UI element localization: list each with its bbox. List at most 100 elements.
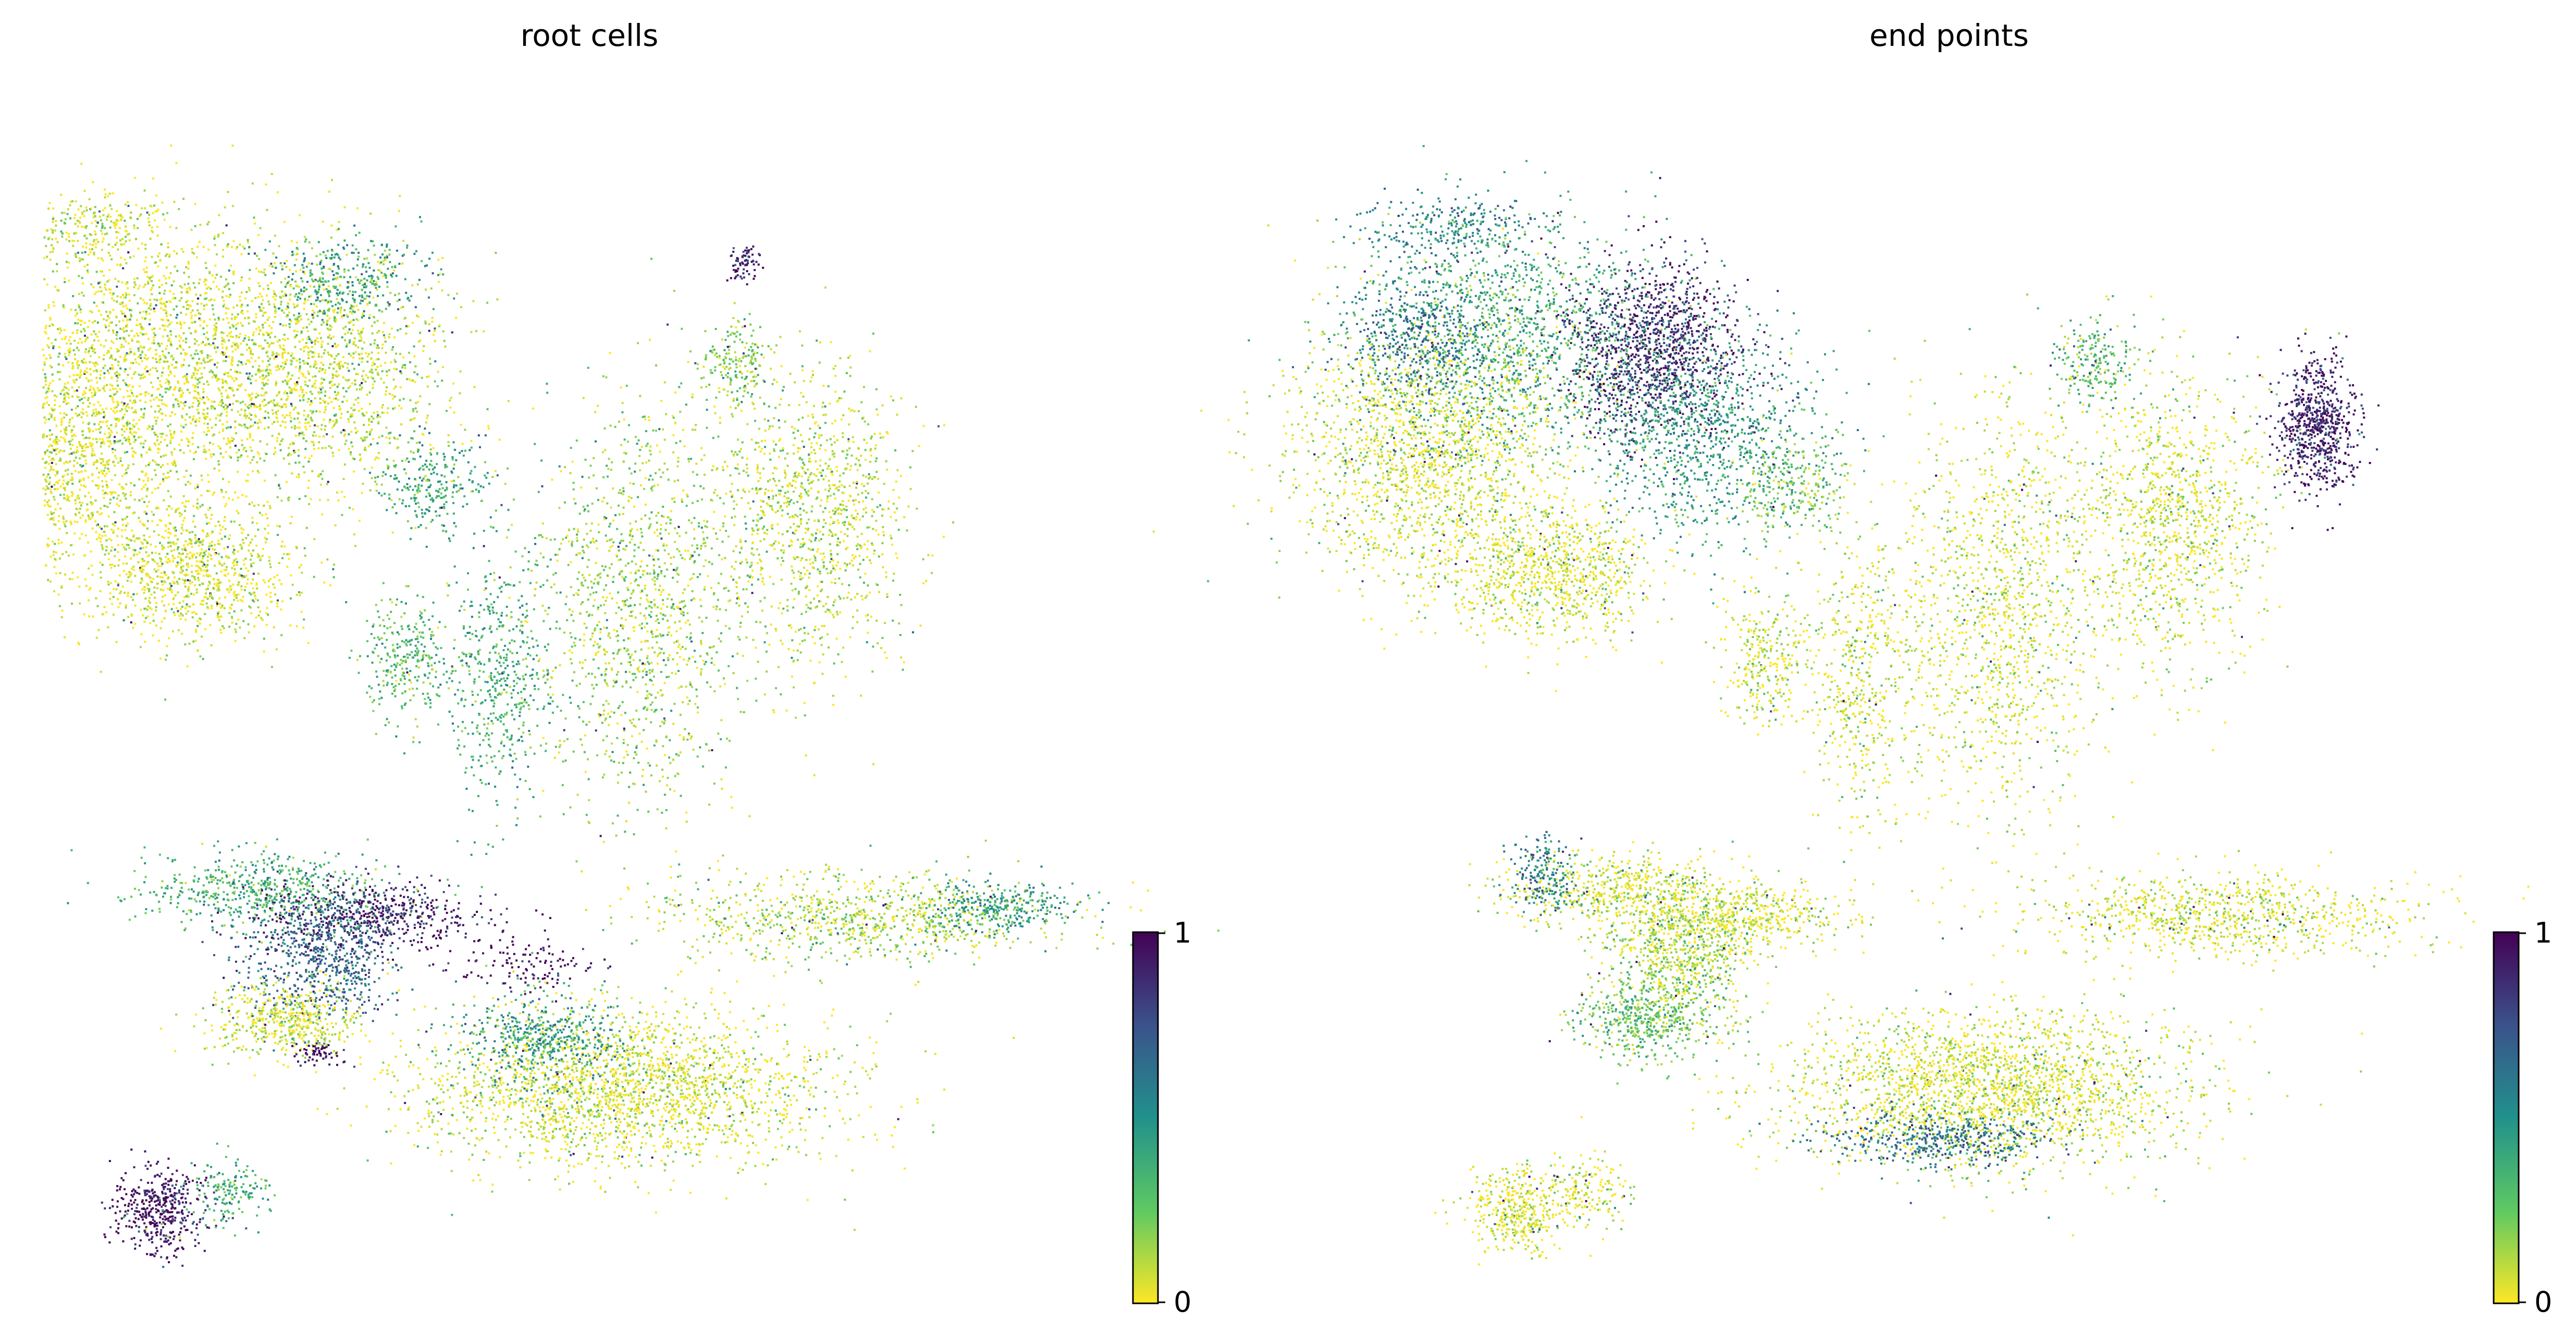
scatter-point (263, 384, 265, 386)
scatter-point (274, 451, 276, 453)
scatter-point (285, 421, 287, 423)
scatter-point (125, 368, 127, 370)
scatter-point (131, 447, 133, 449)
scatter-point (339, 361, 341, 363)
scatter-point (77, 240, 79, 242)
scatter-point (169, 423, 171, 425)
scatter-point (324, 401, 326, 404)
scatter-point (89, 361, 91, 363)
scatter-point (355, 351, 357, 353)
scatter-point (85, 338, 87, 340)
scatter-point (55, 339, 57, 341)
scatter-point (176, 607, 178, 609)
scatter-point (314, 343, 316, 345)
scatter-point (417, 526, 420, 528)
scatter-point (273, 272, 275, 274)
scatter-point (51, 244, 53, 246)
scatter-point (203, 445, 205, 447)
scatter-point (45, 384, 47, 386)
scatter-point (412, 410, 414, 412)
scatter-point (45, 461, 47, 463)
scatter-point (53, 469, 55, 471)
scatter-point (45, 493, 47, 495)
scatter-point (64, 432, 66, 434)
scatter-point (126, 319, 128, 321)
scatter-point (307, 461, 310, 463)
scatter-point (287, 398, 289, 400)
scatter-point (308, 503, 310, 505)
scatter-point (276, 405, 278, 407)
scatter-point (63, 450, 65, 453)
scatter-point (326, 322, 328, 324)
scatter-point (56, 443, 58, 445)
scatter-point (232, 350, 234, 352)
scatter-point (286, 383, 288, 385)
scatter-point (46, 344, 48, 346)
scatter-point (309, 380, 311, 382)
scatter-point (196, 373, 198, 375)
scatter-point (214, 265, 216, 267)
scatter-point (128, 233, 130, 235)
scatter-point (49, 481, 51, 483)
scatter-point (236, 451, 238, 454)
scatter-point (221, 395, 223, 397)
scatter-point (214, 330, 216, 332)
scatter-point (120, 256, 122, 259)
scatter-point (94, 499, 96, 502)
scatter-point (146, 370, 149, 372)
scatter-point (110, 368, 113, 370)
scatter-point (89, 198, 91, 200)
scatter-point (89, 368, 91, 370)
scatter-point (293, 287, 295, 289)
scatter-point (442, 453, 445, 455)
scatter-point (195, 331, 197, 333)
scatter-point (70, 448, 72, 450)
scatter-point (153, 336, 155, 338)
scatter-point (403, 398, 405, 400)
scatter-point (109, 193, 111, 195)
scatter-point (71, 476, 73, 479)
scatter-point (166, 405, 168, 407)
scatter-point (43, 278, 45, 280)
scatter-point (64, 281, 66, 283)
scatter-point (318, 436, 321, 438)
scatter-point (364, 436, 366, 438)
scatter-point (374, 476, 376, 479)
scatter-point (322, 319, 324, 321)
scatter-point (116, 375, 118, 377)
scatter-point (48, 307, 50, 309)
scatter-point (142, 311, 144, 313)
scatter-point (121, 401, 123, 404)
scatter-point (386, 286, 388, 288)
scatter-point (71, 429, 73, 431)
scatter-point (192, 402, 194, 404)
scatter-point (397, 438, 399, 440)
scatter-point (226, 295, 228, 297)
scatter-point (73, 425, 75, 427)
scatter-point (389, 333, 391, 335)
scatter-point (139, 312, 141, 314)
scatter-point (179, 285, 181, 287)
scatter-point (350, 407, 352, 409)
scatter-point (97, 387, 99, 389)
scatter-point (266, 443, 268, 445)
scatter-point (149, 597, 151, 599)
scatter-point (281, 290, 283, 292)
scatter-point (211, 427, 213, 429)
scatter-point (88, 568, 90, 570)
scatter-point (106, 493, 108, 495)
scatter-point (470, 440, 472, 442)
scatter-point (81, 502, 83, 504)
scatter-point (273, 353, 275, 355)
scatter-point (205, 451, 207, 453)
scatter-point (472, 300, 474, 302)
scatter-point (387, 301, 389, 303)
scatter-point (439, 273, 441, 275)
scatter-point (241, 304, 243, 306)
scatter-point (134, 452, 137, 454)
scatter-point (377, 344, 379, 346)
scatter-point (191, 315, 193, 317)
scatter-point (147, 338, 150, 340)
scatter-point (161, 545, 163, 547)
scatter-point (228, 288, 230, 290)
